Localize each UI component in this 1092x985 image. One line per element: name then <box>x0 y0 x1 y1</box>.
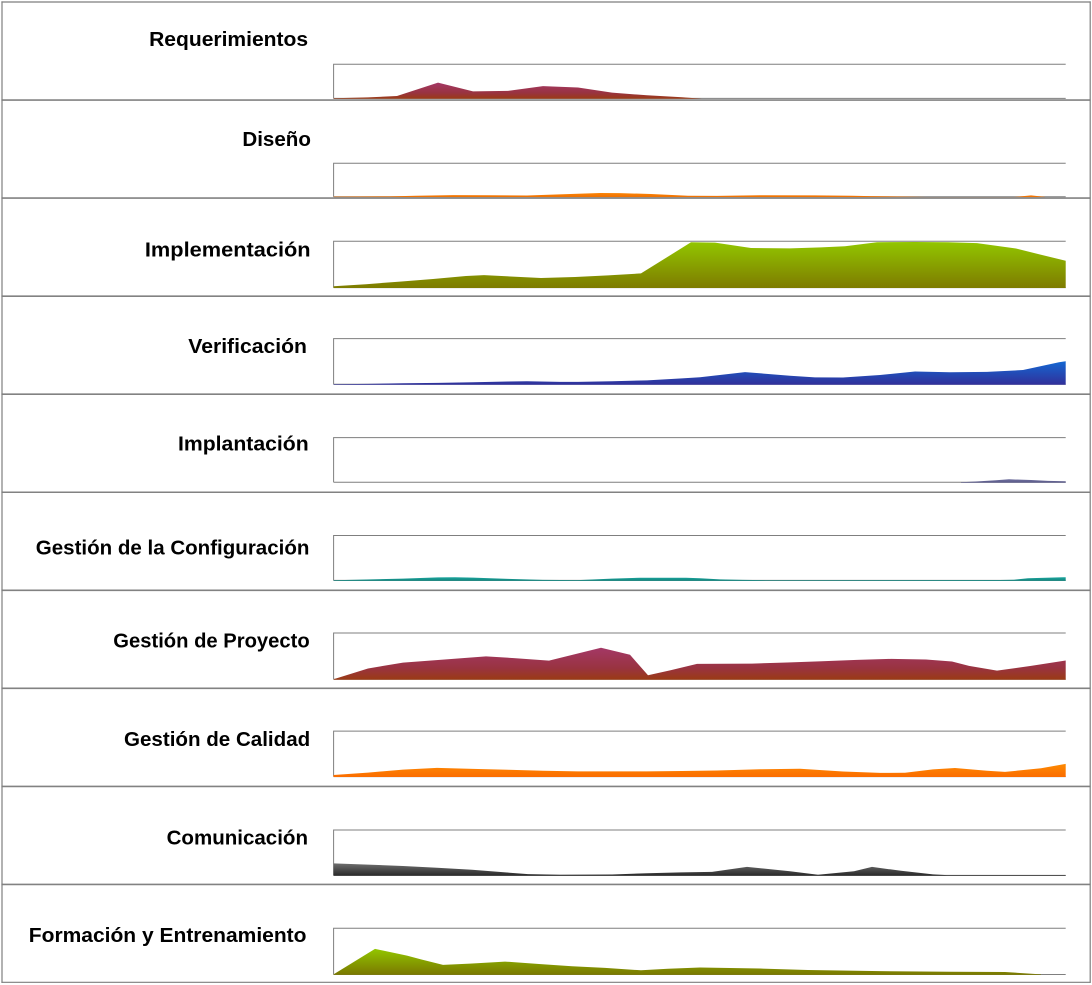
svg-text:Verificación: Verificación <box>188 335 307 358</box>
svg-text:Formación y Entrenamiento: Formación y Entrenamiento <box>29 924 307 947</box>
svg-text:Gestión de Calidad: Gestión de Calidad <box>124 728 310 751</box>
svg-text:Implementación: Implementación <box>145 238 311 261</box>
svg-text:Gestión de Proyecto: Gestión de Proyecto <box>113 630 309 653</box>
svg-text:Diseño: Diseño <box>242 128 311 151</box>
svg-text:Gestión de la Configuración: Gestión de la Configuración <box>36 537 310 560</box>
svg-text:Comunicación: Comunicación <box>167 827 308 850</box>
svg-text:Implantación: Implantación <box>178 433 309 456</box>
svg-text:Requerimientos: Requerimientos <box>149 28 308 51</box>
